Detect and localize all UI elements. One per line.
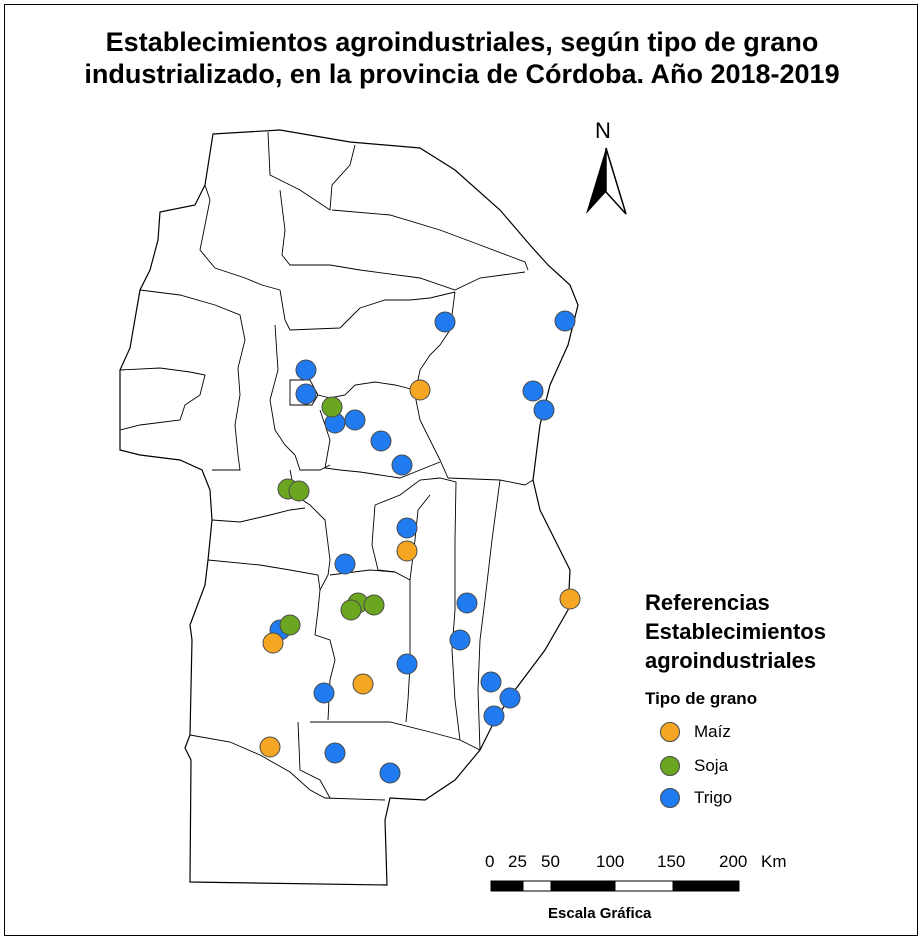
map-title: Establecimientos agroindustriales, según… <box>0 26 924 90</box>
scale-bar <box>490 880 740 892</box>
establishment-maiz <box>352 673 374 695</box>
establishment-trigo <box>449 629 471 651</box>
legend-label-maiz: Maíz <box>694 722 731 741</box>
establishment-maiz <box>409 379 431 401</box>
legend-heading-1: Referencias <box>645 590 770 615</box>
legend-heading-2: Establecimientos <box>645 619 826 644</box>
scale-tick-0: 0 <box>485 852 495 871</box>
north-label: N <box>595 118 611 143</box>
legend-heading-3: agroindustriales <box>645 648 817 673</box>
province-outline <box>119 129 579 886</box>
establishment-trigo <box>313 682 335 704</box>
establishment-trigo <box>554 310 576 332</box>
establishment-trigo <box>480 671 502 693</box>
title-line-1: Establecimientos agroindustriales, según… <box>105 27 819 57</box>
scale-caption: Escala Gráfica <box>548 905 652 922</box>
establishment-trigo <box>344 409 366 431</box>
establishment-trigo <box>396 517 418 539</box>
maiz-marker-icon <box>660 722 680 742</box>
map-frame <box>4 4 918 936</box>
establishment-maiz <box>259 736 281 758</box>
establishment-trigo <box>295 359 317 381</box>
establishment-trigo <box>522 380 544 402</box>
department-boundaries <box>119 131 534 801</box>
establishment-maiz <box>396 540 418 562</box>
title-line-2: industrializado, en la provincia de Córd… <box>84 59 840 89</box>
establishment-soja <box>288 480 310 502</box>
scale-tick-100: 100 <box>596 852 625 871</box>
north-arrow-icon <box>586 147 627 215</box>
legend-item-soja: Soja <box>660 754 728 778</box>
establishment-trigo <box>533 399 555 421</box>
establishment-soja <box>363 594 385 616</box>
establishment-soja <box>321 396 343 418</box>
establishment-trigo <box>483 705 505 727</box>
establishment-trigo <box>396 653 418 675</box>
establishment-trigo <box>499 687 521 709</box>
establishment-soja <box>340 599 362 621</box>
scale-tick-50: 50 <box>541 852 560 871</box>
establishment-trigo <box>456 592 478 614</box>
establishment-trigo <box>324 742 346 764</box>
legend-item-trigo: Trigo <box>660 786 732 810</box>
establishment-maiz <box>559 588 581 610</box>
establishment-trigo <box>295 383 317 405</box>
establishment-trigo <box>391 454 413 476</box>
legend-label-soja: Soja <box>694 756 729 775</box>
scale-tick-25: 25 <box>508 852 527 871</box>
scale-unit: Km <box>761 852 787 871</box>
establishment-trigo <box>434 311 456 333</box>
establishment-soja <box>279 614 301 636</box>
legend-subheading: Tipo de grano <box>645 689 758 708</box>
scale-tick-150: 150 <box>657 852 686 871</box>
establishment-maiz <box>262 632 284 654</box>
soja-marker-icon <box>660 756 680 776</box>
establishment-trigo <box>370 430 392 452</box>
establishment-trigo <box>379 762 401 784</box>
scale-tick-200: 200 <box>719 852 748 871</box>
legend-item-maiz: Maíz <box>660 720 731 744</box>
establishment-trigo <box>334 553 356 575</box>
legend-label-trigo: Trigo <box>694 788 733 807</box>
trigo-marker-icon <box>660 788 680 808</box>
